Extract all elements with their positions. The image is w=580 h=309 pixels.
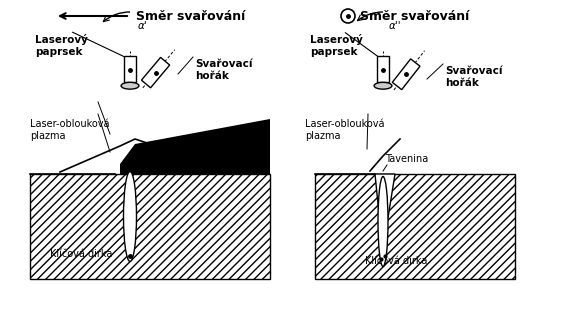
Bar [377,56,389,82]
Ellipse shape [378,176,388,266]
Text: Laser-oblouková
plazma: Laser-oblouková plazma [30,119,110,141]
Polygon shape [142,57,170,88]
Text: Směr svařování: Směr svařování [136,10,245,23]
Polygon shape [392,59,420,90]
Ellipse shape [124,171,136,261]
Text: Tavenina: Tavenina [385,154,428,164]
Text: Svařovací
hořák: Svařovací hořák [195,59,252,81]
Bar [30,174,270,279]
Bar [124,56,136,82]
Polygon shape [120,119,270,174]
Text: α'': α'' [389,21,401,31]
Text: Tavenina: Tavenina [130,156,173,166]
Bar [315,174,515,279]
Text: Laserový
paprsek: Laserový paprsek [310,34,363,57]
Text: Svařovací
hořák: Svařovací hořák [445,66,502,87]
Polygon shape [375,174,395,224]
Text: Klíčová dirka: Klíčová dirka [365,256,427,266]
Ellipse shape [121,83,139,89]
Text: α': α' [138,21,148,31]
Ellipse shape [374,83,392,89]
Text: Klíčová dirka: Klíčová dirka [50,249,113,259]
Text: Laserový
paprsek: Laserový paprsek [35,34,88,57]
Text: Směr svařování: Směr svařování [360,10,469,23]
Text: Laser-oblouková
plazma: Laser-oblouková plazma [305,119,385,141]
